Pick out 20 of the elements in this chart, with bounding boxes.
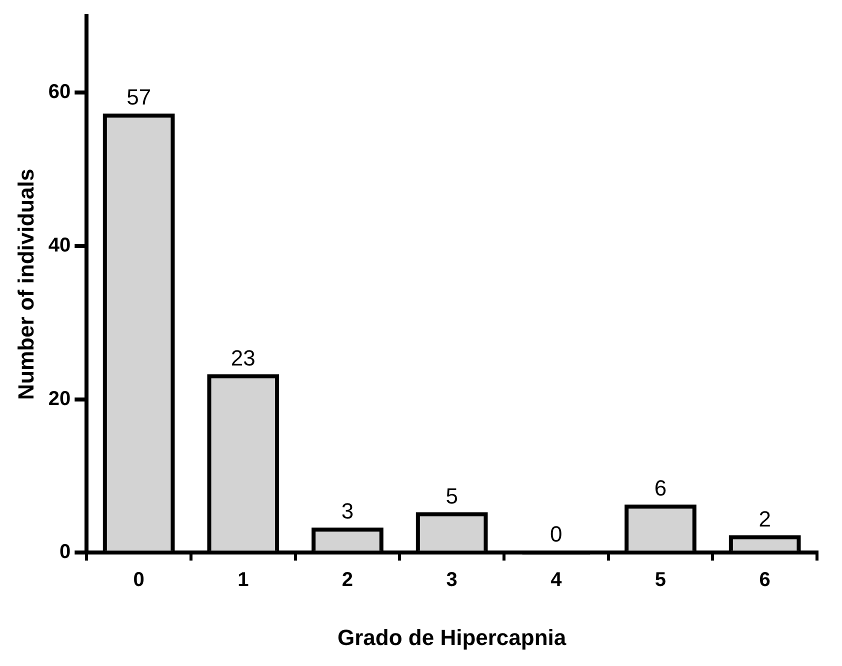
x-tick-label: 5	[654, 569, 666, 592]
x-tick-label: 3	[446, 569, 458, 592]
y-tick-label: 60	[48, 81, 71, 104]
y-tick-label: 20	[48, 388, 71, 410]
data-label: 6	[654, 476, 667, 501]
x-tick-label: 6	[759, 569, 770, 592]
data-label: 3	[341, 498, 354, 524]
data-label: 57	[126, 84, 152, 110]
y-tick-label: 0	[60, 541, 71, 564]
y-axis-title: Number of individuals	[13, 168, 38, 400]
data-label: 23	[230, 345, 256, 370]
data-label: 5	[446, 483, 458, 508]
data-label: 0	[550, 522, 562, 547]
y-tick-label: 40	[48, 234, 71, 256]
x-tick-label: 1	[238, 569, 249, 592]
x-tick-label: 0	[133, 569, 144, 592]
x-tick-label: 2	[342, 569, 354, 592]
x-axis-title: Grado de Hipercapnia	[338, 624, 567, 650]
data-label: 2	[758, 506, 771, 532]
x-tick-label: 4	[550, 569, 563, 592]
